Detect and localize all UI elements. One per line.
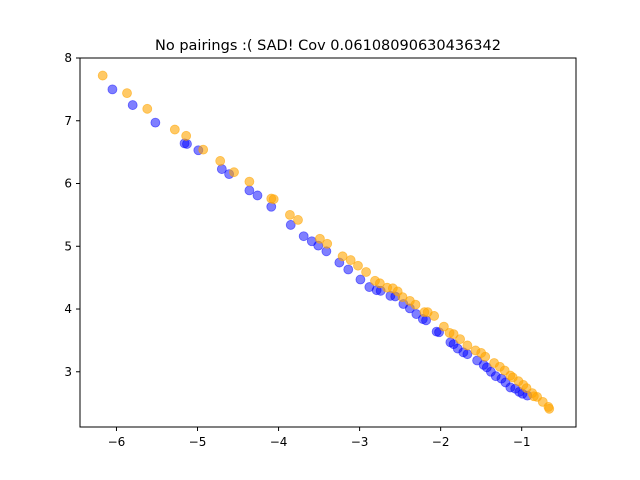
data-point-series-1-34 bbox=[462, 340, 473, 351]
data-point-series-1-32 bbox=[448, 329, 459, 340]
data-point-series-1-29 bbox=[429, 311, 440, 321]
data-point-series-1-13 bbox=[314, 233, 325, 244]
x-tick-label: −4 bbox=[270, 435, 288, 449]
data-point-series-0-28 bbox=[421, 315, 431, 326]
data-point-series-1-30 bbox=[438, 321, 449, 332]
points-layer bbox=[97, 70, 555, 414]
y-axis-ticks: 3 4 5 6 7 8 bbox=[64, 51, 80, 379]
data-point-series-0-18 bbox=[355, 274, 366, 285]
data-point-series-0-12 bbox=[298, 231, 309, 242]
data-point-series-1-7 bbox=[229, 167, 239, 178]
data-point-series-1-10 bbox=[268, 194, 279, 205]
data-point-series-1-4 bbox=[181, 130, 192, 141]
data-point-series-0-4 bbox=[182, 139, 192, 149]
y-tick-label: 7 bbox=[64, 114, 72, 128]
data-point-series-1-0 bbox=[97, 70, 108, 81]
data-point-series-1-15 bbox=[337, 251, 348, 262]
data-point-series-1-51 bbox=[544, 403, 555, 414]
data-point-series-1-17 bbox=[353, 260, 363, 271]
data-point-series-1-33 bbox=[455, 334, 466, 345]
data-point-series-1-20 bbox=[374, 278, 385, 289]
data-point-series-0-11 bbox=[285, 220, 296, 230]
y-tick-label: 5 bbox=[64, 239, 72, 253]
data-point-series-1-2 bbox=[142, 103, 153, 114]
data-point-series-1-14 bbox=[322, 238, 333, 249]
x-tick-label: −5 bbox=[189, 435, 207, 449]
x-tick-label: −2 bbox=[432, 435, 450, 449]
data-point-series-1-5 bbox=[198, 144, 209, 155]
x-tick-label: −6 bbox=[108, 435, 126, 449]
y-tick-label: 3 bbox=[64, 365, 72, 379]
data-point-series-1-12 bbox=[293, 215, 303, 225]
plot-frame bbox=[79, 57, 577, 428]
data-point-series-0-8 bbox=[244, 185, 255, 196]
data-point-series-0-2 bbox=[150, 117, 161, 128]
x-tick-label: −1 bbox=[513, 435, 531, 449]
data-point-series-1-3 bbox=[169, 124, 180, 135]
data-point-series-1-16 bbox=[345, 255, 356, 265]
chart-title: No pairings :( SAD! Cov 0.06108090630436… bbox=[155, 38, 501, 54]
x-tick-label: −3 bbox=[351, 435, 369, 449]
data-point-series-1-1 bbox=[122, 88, 132, 99]
data-point-series-0-9 bbox=[252, 190, 263, 201]
data-point-series-1-8 bbox=[244, 176, 255, 187]
data-point-series-1-37 bbox=[480, 351, 491, 362]
data-point-series-0-17 bbox=[343, 264, 354, 275]
data-point-series-0-35 bbox=[462, 349, 473, 360]
y-tick-label: 6 bbox=[64, 177, 72, 191]
data-point-series-1-18 bbox=[361, 267, 371, 277]
x-axis-ticks: −6 −5 −4 −3 −2 −1 bbox=[108, 427, 531, 449]
y-tick-label: 4 bbox=[64, 302, 72, 316]
data-point-series-1-6 bbox=[215, 156, 226, 166]
data-point-series-1-26 bbox=[410, 299, 421, 310]
data-point-series-1-11 bbox=[285, 209, 295, 220]
data-point-series-0-1 bbox=[127, 100, 138, 110]
y-tick-label: 8 bbox=[64, 51, 72, 65]
data-point-series-0-0 bbox=[107, 84, 118, 95]
